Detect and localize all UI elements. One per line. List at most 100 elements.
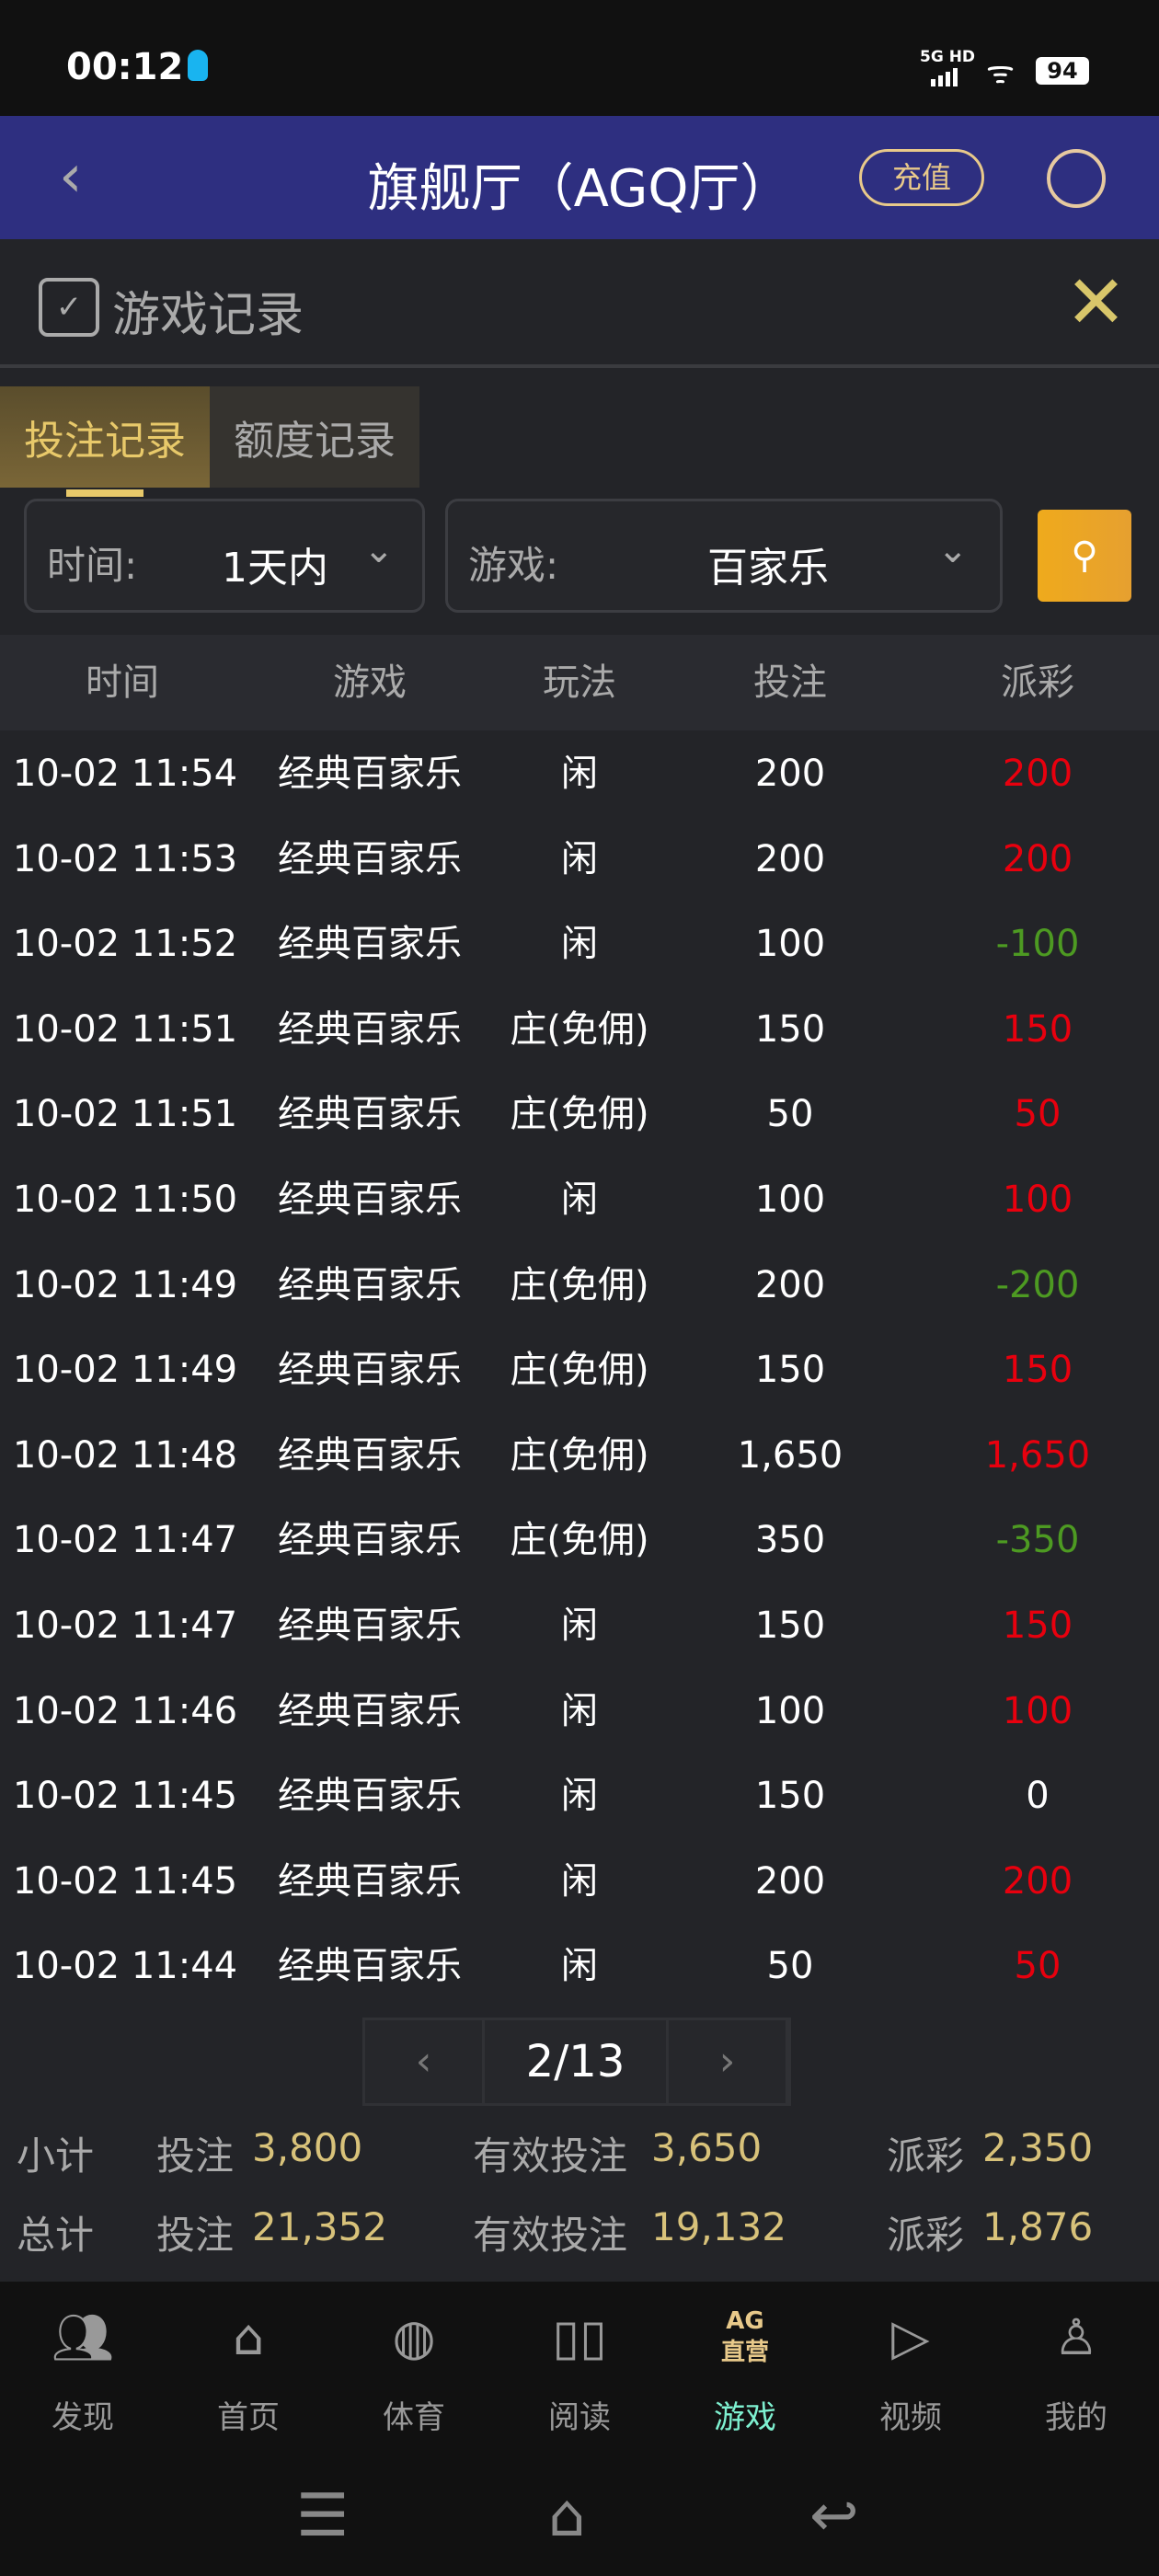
nav-item-1[interactable]: ⌂ 首页 [166, 2282, 331, 2466]
cell-game: 经典百家乐 [278, 1263, 462, 1306]
nav-label: 首页 [217, 2399, 280, 2436]
recharge-button[interactable]: 充值 [859, 149, 984, 206]
cell-payout: 100 [1002, 1178, 1073, 1221]
time-filter-select[interactable]: 时间: 1天内 ⌄ [24, 499, 425, 613]
cell-game: 经典百家乐 [278, 1689, 462, 1732]
table-row: 10-02 11:53 经典百家乐 闲 200 200 [0, 817, 1159, 903]
cell-play: 庄(免佣) [510, 1263, 649, 1306]
table-row: 10-02 11:51 经典百家乐 庄(免佣) 150 150 [0, 987, 1159, 1073]
cell-play: 闲 [561, 1604, 598, 1647]
nav-item-0[interactable]: 👥︎ 发现 [0, 2282, 166, 2466]
table-row: 10-02 11:45 经典百家乐 闲 150 0 [0, 1754, 1159, 1839]
page-indicator: 2/13 [485, 2020, 669, 2103]
clipboard-check-icon: ✓ [39, 278, 99, 337]
cell-bet: 150 [754, 1775, 826, 1818]
cell-payout: 200 [1002, 1859, 1073, 1903]
ag-icon: AG 直营 [662, 2306, 828, 2370]
cell-payout: 50 [1014, 1945, 1061, 1988]
cell-payout: 0 [1026, 1775, 1050, 1818]
cell-time: 10-02 11:49 [12, 1349, 238, 1392]
close-icon[interactable]: ✕ [1065, 259, 1128, 345]
payout-label: 派彩 [887, 2213, 965, 2258]
cell-payout: 200 [1002, 753, 1073, 795]
cell-game: 经典百家乐 [278, 1604, 462, 1647]
nav-item-6[interactable]: ♙ 我的 [993, 2282, 1159, 2466]
nav-label: 视频 [879, 2399, 942, 2436]
table-header: 时间 游戏 玩法 投注 派彩 [0, 635, 1159, 730]
cell-payout: 200 [1002, 837, 1073, 880]
cell-time: 10-02 11:52 [12, 923, 238, 966]
cell-time: 10-02 11:49 [12, 1263, 238, 1306]
col-bet: 投注 [753, 661, 827, 704]
cell-time: 10-02 11:53 [12, 837, 238, 880]
menu-icon[interactable]: ☰ [296, 2482, 350, 2550]
cell-time: 10-02 11:48 [12, 1433, 238, 1477]
payout-value: 2,350 [982, 2125, 1094, 2170]
bet-value: 3,800 [252, 2125, 363, 2170]
cell-time: 10-02 11:47 [12, 1604, 238, 1647]
cell-play: 闲 [561, 1178, 598, 1221]
home-gesture-icon[interactable]: ⌂ [548, 2482, 586, 2550]
cell-time: 10-02 11:50 [12, 1178, 238, 1221]
table-row: 10-02 11:45 经典百家乐 闲 200 200 [0, 1839, 1159, 1925]
tab-bet-records[interactable]: 投注记录 [0, 386, 210, 497]
cell-bet: 100 [754, 1689, 826, 1732]
cell-payout: 50 [1014, 1093, 1061, 1136]
next-page-button[interactable]: › [669, 2020, 788, 2103]
nav-label: 游戏 [714, 2399, 776, 2436]
cell-play: 闲 [561, 1689, 598, 1732]
chevron-down-icon: ⌄ [363, 529, 395, 571]
back-gesture-icon[interactable]: ↩ [809, 2482, 859, 2550]
clock: 00:12 [66, 46, 184, 88]
cell-payout: -100 [995, 923, 1080, 966]
video-icon: ▷ [891, 2308, 930, 2366]
col-time: 时间 [86, 661, 159, 704]
battery-icon: 94 [1036, 57, 1089, 85]
nav-label: 发现 [52, 2399, 114, 2436]
nav-item-2[interactable]: ◍ 体育 [331, 2282, 497, 2466]
total-row: 总计 投注 21,352 有效投注 19,132 派彩 1,876 [0, 2204, 1159, 2278]
valid-bet-label: 有效投注 [473, 2213, 628, 2258]
prev-page-button[interactable]: ‹ [365, 2020, 485, 2103]
cell-time: 10-02 11:45 [12, 1859, 238, 1903]
signal-icon [931, 68, 958, 86]
col-payout: 派彩 [1001, 661, 1074, 704]
cell-bet: 150 [754, 1007, 826, 1051]
subtotal-label: 小计 [17, 2133, 95, 2179]
back-button[interactable]: ‹ [59, 143, 83, 211]
nav-item-4[interactable]: AG 直营游戏 [662, 2282, 828, 2466]
cell-time: 10-02 11:45 [12, 1775, 238, 1818]
home-icon: ⌂ [232, 2308, 265, 2366]
cell-play: 庄(免佣) [510, 1519, 649, 1562]
tab-credit-records[interactable]: 额度记录 [210, 386, 419, 488]
payout-value: 1,876 [982, 2204, 1094, 2249]
cell-play: 闲 [561, 1945, 598, 1988]
game-filter-label: 游戏: [468, 543, 559, 588]
pagination: ‹ 2/13 › [362, 2018, 791, 2106]
cell-payout: 1,650 [984, 1433, 1091, 1477]
profile-icon: ♙ [1053, 2308, 1099, 2366]
cell-game: 经典百家乐 [278, 1349, 462, 1392]
nav-item-3[interactable]: ▯▯ 阅读 [497, 2282, 662, 2466]
bet-label: 投注 [156, 2213, 235, 2258]
qq-icon [188, 50, 208, 81]
table-row: 10-02 11:52 经典百家乐 闲 100 -100 [0, 902, 1159, 987]
customer-service-icon[interactable] [1047, 149, 1106, 208]
valid-bet-value: 19,132 [651, 2204, 786, 2249]
cell-bet: 1,650 [737, 1433, 843, 1477]
game-filter-value: 百家乐 [707, 545, 829, 592]
search-button[interactable]: ⚲ [1038, 510, 1131, 602]
nav-item-5[interactable]: ▷ 视频 [828, 2282, 993, 2466]
cell-game: 经典百家乐 [278, 753, 462, 795]
record-title-bar: ✓ 游戏记录 ✕ [0, 239, 1159, 368]
cell-play: 闲 [561, 923, 598, 966]
cell-time: 10-02 11:47 [12, 1519, 238, 1562]
time-filter-value: 1天内 [222, 545, 328, 592]
cell-bet: 150 [754, 1604, 826, 1647]
cell-bet: 200 [754, 837, 826, 880]
game-filter-select[interactable]: 游戏: 百家乐 ⌄ [445, 499, 1003, 613]
table-body: 10-02 11:54 经典百家乐闲 200 200 10-02 11:53 经典百家乐闲… [0, 731, 1159, 2009]
gesture-bar: ☰ ⌂ ↩ [0, 2466, 1159, 2576]
cell-game: 经典百家乐 [278, 1519, 462, 1562]
cell-bet: 200 [754, 1263, 826, 1306]
